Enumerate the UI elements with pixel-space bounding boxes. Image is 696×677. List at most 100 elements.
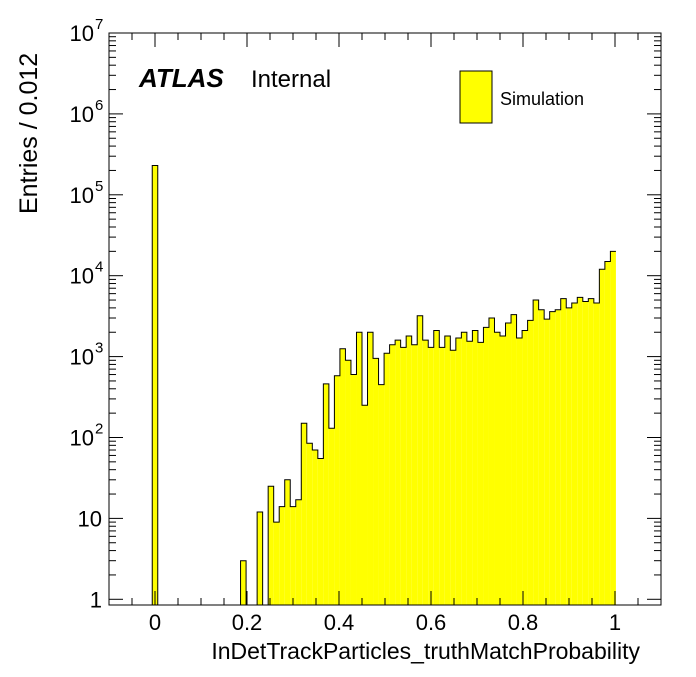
- histogram-bin: [511, 314, 517, 605]
- histogram-bin: [544, 319, 550, 605]
- histogram-bin: [505, 323, 512, 605]
- histogram-bin: [566, 307, 572, 605]
- histogram-bin: [527, 320, 534, 605]
- histogram-bin: [384, 353, 390, 605]
- histogram-bin: [500, 335, 506, 605]
- histogram-bin: [356, 332, 362, 605]
- histogram-bin: [240, 560, 247, 605]
- histogram-bin: [444, 335, 451, 605]
- histogram-bin: [610, 251, 616, 606]
- histogram-bin: [400, 347, 407, 605]
- legend-entry-simulation: Simulation: [500, 89, 584, 109]
- histogram-bin: [312, 450, 318, 605]
- x-tick-label: 0: [149, 610, 161, 635]
- histogram-bin: [439, 347, 445, 605]
- histogram-bin: [593, 302, 600, 605]
- histogram-bin: [588, 298, 594, 605]
- histogram-bin: [367, 332, 374, 605]
- histogram-bin: [284, 479, 291, 605]
- y-tick-exponent: 3: [95, 340, 103, 357]
- histogram-bin: [604, 261, 611, 605]
- histogram-bin: [411, 344, 418, 605]
- y-tick-exponent: 6: [95, 97, 103, 114]
- histogram-bin: [152, 165, 158, 605]
- histogram-bin: [417, 315, 423, 605]
- legend: Simulation: [459, 70, 584, 124]
- histogram-bin: [389, 344, 396, 605]
- histogram-bin: [560, 298, 567, 605]
- y-tick-exponent: 4: [95, 259, 103, 276]
- y-tick-label: 10: [70, 183, 94, 208]
- histogram-bin: [428, 347, 434, 605]
- histogram-bin: [483, 327, 489, 605]
- histogram-bin: [577, 297, 583, 605]
- histogram-bin: [378, 384, 385, 605]
- histogram-bin: [599, 269, 605, 605]
- histogram-outline: [151, 165, 616, 605]
- x-tick-label: 1: [609, 610, 621, 635]
- histogram-bin: [350, 374, 357, 605]
- histogram-bin: [273, 522, 280, 605]
- histogram-bin: [373, 358, 379, 605]
- histogram-bin: [334, 375, 340, 605]
- x-tick-label: 0.6: [416, 610, 447, 635]
- histogram-bin: [494, 332, 500, 605]
- histogram-bars: [151, 165, 616, 606]
- y-tick-exponent: 5: [95, 178, 103, 195]
- histogram-bin: [268, 486, 274, 605]
- histogram-bin: [455, 337, 462, 605]
- y-tick-label: 10: [70, 102, 94, 127]
- histogram-bin: [395, 340, 401, 605]
- x-tick-label: 0.8: [508, 610, 539, 635]
- histogram-bin: [522, 330, 528, 605]
- x-tick-labels: 0 0.2 0.4 0.6 0.8 1: [149, 610, 621, 635]
- x-axis-title: InDetTrackParticles_truthMatchProbabilit…: [211, 638, 640, 664]
- histogram-bin: [345, 360, 351, 605]
- histogram-bin: [406, 335, 412, 605]
- histogram-bin: [317, 458, 324, 605]
- histogram-bin: [477, 342, 484, 605]
- y-tick-label: 10: [78, 506, 102, 531]
- y-tick-exponent: 2: [95, 420, 103, 437]
- y-tick-label: 10: [70, 21, 94, 46]
- y-tick-label: 1: [90, 587, 102, 612]
- x-tick-label: 0.2: [232, 610, 263, 635]
- histogram-bin: [290, 506, 296, 605]
- y-tick-label: 10: [70, 425, 94, 450]
- histogram-bin: [488, 317, 495, 605]
- y-axis-title: Entries / 0.012: [15, 53, 43, 214]
- legend-swatch: [459, 70, 493, 124]
- histogram-bin: [549, 311, 556, 605]
- histogram-bin: [328, 428, 335, 605]
- histogram-bin: [339, 348, 346, 605]
- y-tick-label: 10: [70, 345, 94, 370]
- histogram-bin: [279, 506, 285, 605]
- histogram-bin: [538, 309, 545, 605]
- histogram-bin: [466, 341, 473, 605]
- histogram-bin: [323, 383, 329, 605]
- histogram-bin: [433, 330, 440, 605]
- histogram-bin: [555, 309, 561, 605]
- histogram-bin: [306, 443, 313, 605]
- histogram-bin: [257, 511, 263, 605]
- histogram-bin: [422, 340, 429, 605]
- internal-label: Internal: [251, 66, 331, 93]
- atlas-label: ATLAS: [138, 63, 224, 93]
- y-tick-label: 10: [70, 264, 94, 289]
- histogram-bin: [362, 405, 368, 605]
- histogram-bin: [516, 337, 523, 605]
- histogram-bin: [533, 300, 539, 605]
- histogram-bin: [472, 330, 478, 605]
- histogram-bin: [301, 423, 307, 605]
- x-tick-label: 0.4: [324, 610, 355, 635]
- histogram-bin: [461, 332, 467, 605]
- histogram-bin: [582, 301, 589, 605]
- histogram-bin: [295, 499, 302, 605]
- histogram-bin: [450, 350, 456, 605]
- y-tick-exponent: 7: [95, 16, 103, 33]
- axis-ticks: [108, 32, 661, 605]
- histogram-bin: [571, 302, 578, 605]
